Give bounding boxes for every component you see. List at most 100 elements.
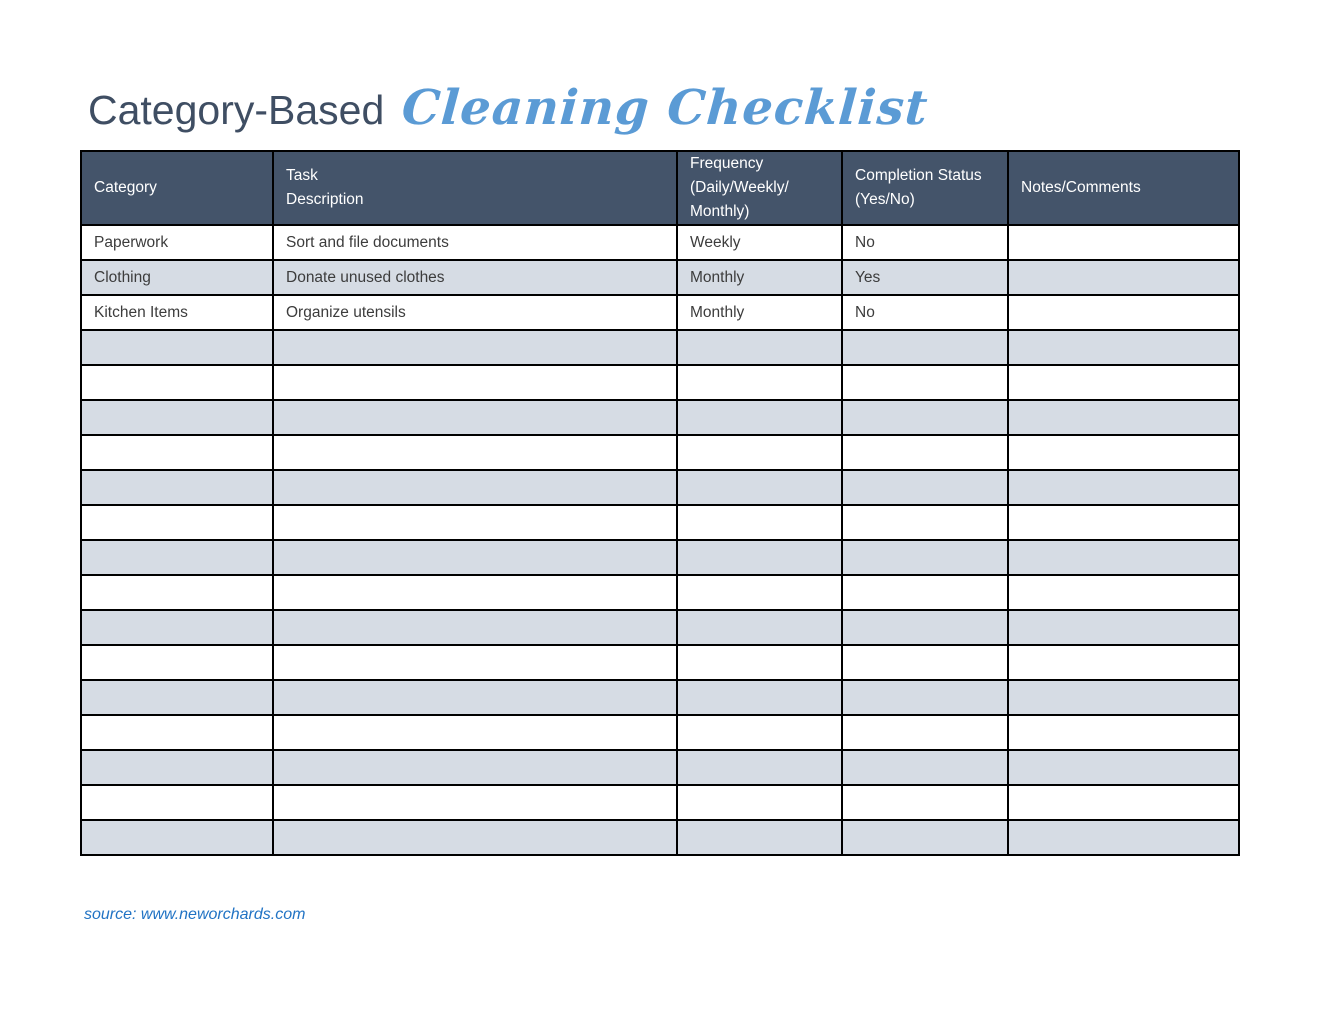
cell <box>272 749 678 787</box>
cell <box>1007 784 1240 822</box>
cell <box>676 574 843 612</box>
table-row <box>80 784 1240 822</box>
cell: Sort and file documents <box>272 224 678 262</box>
cell <box>841 504 1009 542</box>
cell <box>272 329 678 367</box>
table-row <box>80 364 1240 402</box>
cell <box>1007 539 1240 577</box>
cell <box>1007 749 1240 787</box>
table-row <box>80 609 1240 647</box>
cell <box>676 539 843 577</box>
cell <box>80 714 274 752</box>
cell <box>676 469 843 507</box>
table-body: Paperwork Sort and file documents Weekly No… <box>80 224 1240 857</box>
cell <box>841 749 1009 787</box>
cell: Clothing <box>80 259 274 297</box>
cell <box>841 679 1009 717</box>
table-row <box>80 819 1240 857</box>
cell <box>80 434 274 472</box>
table-row <box>80 574 1240 612</box>
cell <box>80 364 274 402</box>
cell <box>676 329 843 367</box>
source-link[interactable]: source: www.neworchards.com <box>84 906 306 923</box>
cell <box>841 329 1009 367</box>
cell: Donate unused clothes <box>272 259 678 297</box>
cell <box>1007 469 1240 507</box>
header-cell: Notes/Comments <box>1007 149 1240 227</box>
cell <box>1007 259 1240 297</box>
cell <box>1007 609 1240 647</box>
cell <box>80 329 274 367</box>
checklist-table: Category Task Description Frequency (Daily… <box>80 149 1240 857</box>
cell <box>676 364 843 402</box>
cell: Paperwork <box>80 224 274 262</box>
cell <box>676 644 843 682</box>
cell <box>841 644 1009 682</box>
cell <box>80 504 274 542</box>
cell: Organize utensils <box>272 294 678 332</box>
cell <box>841 714 1009 752</box>
cell <box>80 819 274 857</box>
cell <box>1007 574 1240 612</box>
cell <box>80 784 274 822</box>
cell <box>676 609 843 647</box>
cell <box>80 399 274 437</box>
cell <box>1007 679 1240 717</box>
cell <box>272 469 678 507</box>
cell <box>80 609 274 647</box>
cell <box>841 819 1009 857</box>
cell <box>272 574 678 612</box>
header-cell: Completion Status (Yes/No) <box>841 149 1009 227</box>
cell <box>272 679 678 717</box>
cell: No <box>841 224 1009 262</box>
cell <box>841 364 1009 402</box>
table-row <box>80 469 1240 507</box>
table-row <box>80 539 1240 577</box>
cell <box>841 609 1009 647</box>
cell <box>841 434 1009 472</box>
cell <box>80 539 274 577</box>
cell <box>272 784 678 822</box>
cell <box>80 644 274 682</box>
cell: Monthly <box>676 259 843 297</box>
cell <box>676 679 843 717</box>
cell <box>272 399 678 437</box>
table-row <box>80 644 1240 682</box>
cell <box>1007 504 1240 542</box>
cell <box>80 679 274 717</box>
cell: Yes <box>841 259 1009 297</box>
table-row <box>80 749 1240 787</box>
cell: Kitchen Items <box>80 294 274 332</box>
cell <box>272 819 678 857</box>
header-cell: Task Description <box>272 149 678 227</box>
header-cell: Category <box>80 149 274 227</box>
cell <box>272 609 678 647</box>
table-row: Paperwork Sort and file documents Weekly No <box>80 224 1240 262</box>
cell <box>80 469 274 507</box>
cell <box>841 399 1009 437</box>
cell <box>841 539 1009 577</box>
cell <box>676 504 843 542</box>
cell <box>1007 329 1240 367</box>
cell <box>1007 364 1240 402</box>
table-row <box>80 679 1240 717</box>
table-row <box>80 399 1240 437</box>
cell <box>272 504 678 542</box>
cell <box>1007 224 1240 262</box>
header-cell: Frequency (Daily/Weekly/ Monthly) <box>676 149 843 227</box>
cell <box>676 399 843 437</box>
cell <box>841 469 1009 507</box>
cell: Monthly <box>676 294 843 332</box>
cell <box>1007 714 1240 752</box>
page-title-regular: Category-Based <box>88 87 385 133</box>
cell <box>272 364 678 402</box>
cell <box>80 574 274 612</box>
table-row <box>80 434 1240 472</box>
cell: Weekly <box>676 224 843 262</box>
cell <box>1007 294 1240 332</box>
table-row <box>80 329 1240 367</box>
cell <box>676 434 843 472</box>
cell: No <box>841 294 1009 332</box>
cell <box>676 819 843 857</box>
